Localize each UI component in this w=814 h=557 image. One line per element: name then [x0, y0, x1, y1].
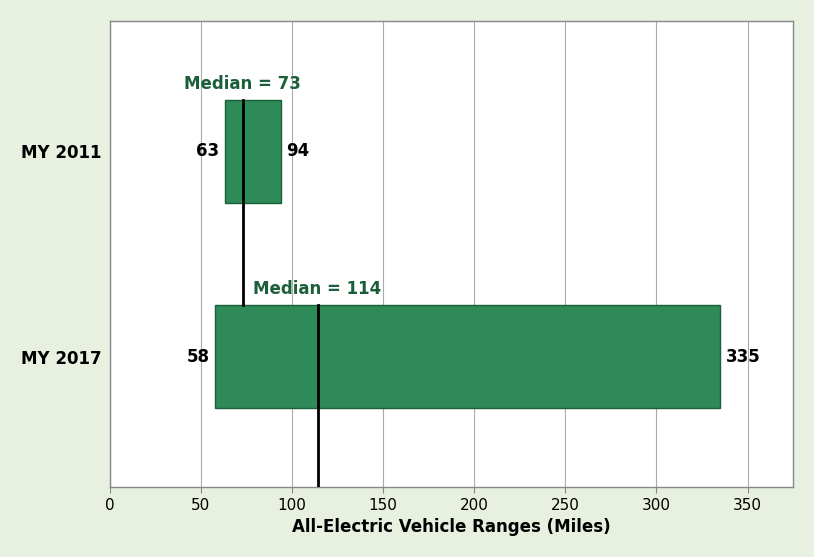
Bar	[216, 305, 720, 408]
Text: 58: 58	[187, 348, 210, 365]
Text: 94: 94	[287, 143, 310, 160]
Text: 63: 63	[196, 143, 219, 160]
Text: 335: 335	[726, 348, 760, 365]
Text: Median = 114: Median = 114	[253, 280, 382, 299]
Bar	[225, 100, 281, 203]
Text: Median = 73: Median = 73	[185, 75, 301, 93]
X-axis label: All-Electric Vehicle Ranges (Miles): All-Electric Vehicle Ranges (Miles)	[292, 518, 610, 536]
